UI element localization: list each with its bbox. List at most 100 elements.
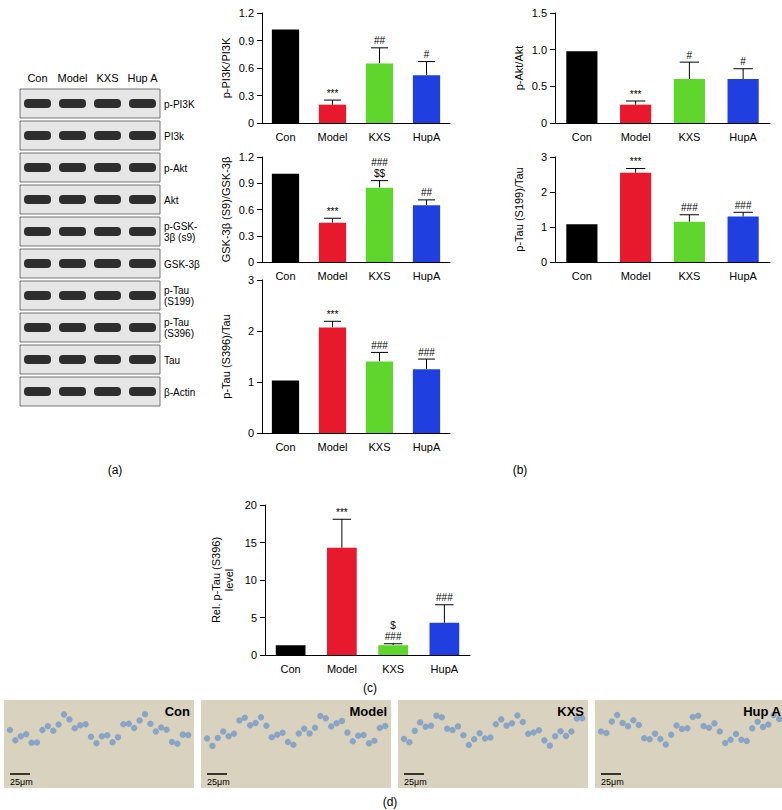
svg-text:KXS: KXS — [557, 704, 584, 719]
svg-text:***: *** — [327, 309, 339, 320]
svg-text:0: 0 — [541, 117, 547, 129]
svg-text:(b): (b) — [513, 463, 528, 477]
svg-text:3β (s9): 3β (s9) — [164, 232, 195, 243]
svg-text:HupA: HupA — [413, 270, 441, 282]
svg-text:3: 3 — [248, 274, 254, 286]
svg-text:0.3: 0.3 — [239, 90, 254, 102]
svg-text:(c): (c) — [363, 681, 377, 695]
svg-text:KXS: KXS — [678, 270, 700, 282]
svg-text:GSK-3β (S9)/GSK-3β: GSK-3β (S9)/GSK-3β — [220, 157, 232, 263]
svg-text:#: # — [740, 56, 746, 67]
svg-text:###: ### — [371, 340, 388, 351]
svg-text:***: *** — [336, 507, 348, 518]
svg-text:Con: Con — [27, 72, 47, 84]
svg-text:p-Tau (S396)/Tau: p-Tau (S396)/Tau — [220, 314, 232, 398]
svg-text:1.2: 1.2 — [239, 7, 254, 19]
svg-text:Model: Model — [58, 72, 88, 84]
svg-text:Con: Con — [281, 663, 301, 675]
svg-text:Model: Model — [327, 663, 357, 675]
svg-text:##: ## — [374, 35, 386, 46]
svg-text:β-Actin: β-Actin — [164, 387, 195, 398]
svg-text:p-Tau: p-Tau — [164, 317, 189, 328]
svg-text:HupA: HupA — [413, 441, 441, 453]
svg-text:25μm: 25μm — [601, 777, 624, 787]
svg-text:Akt: Akt — [164, 195, 179, 206]
svg-text:Con: Con — [572, 270, 592, 282]
svg-text:HupA: HupA — [729, 270, 757, 282]
svg-text:HupA: HupA — [431, 663, 459, 675]
svg-text:Hup A: Hup A — [128, 72, 159, 84]
svg-text:***: *** — [327, 206, 339, 217]
svg-text:KXS: KXS — [368, 131, 390, 143]
svg-text:0: 0 — [248, 117, 254, 129]
svg-text:5: 5 — [251, 612, 257, 624]
svg-text:0.9: 0.9 — [239, 35, 254, 47]
svg-text:Con: Con — [275, 270, 295, 282]
svg-text:Model: Model — [621, 131, 651, 143]
svg-text:Rel. p-Tau (S396): Rel. p-Tau (S396) — [210, 537, 222, 623]
svg-text:1.0: 1.0 — [532, 44, 547, 56]
svg-text:KXS: KXS — [368, 270, 390, 282]
svg-text:###: ### — [371, 157, 388, 168]
svg-text:$$: $$ — [374, 168, 386, 179]
svg-text:0: 0 — [251, 649, 257, 661]
svg-text:#: # — [424, 49, 430, 60]
svg-text:(a): (a) — [108, 463, 123, 477]
svg-text:p-PI3K: p-PI3K — [164, 99, 195, 110]
svg-text:0.3: 0.3 — [239, 230, 254, 242]
svg-text:level: level — [223, 569, 235, 592]
svg-text:15: 15 — [245, 537, 257, 549]
svg-text:###: ### — [735, 200, 752, 211]
svg-text:HupA: HupA — [729, 131, 757, 143]
svg-text:p-Tau: p-Tau — [164, 285, 189, 296]
svg-text:p-Akt: p-Akt — [164, 163, 188, 174]
svg-text:(S396): (S396) — [164, 328, 194, 339]
svg-text:3: 3 — [541, 151, 547, 163]
svg-text:KXS: KXS — [678, 131, 700, 143]
svg-text:p-PI3K/PI3K: p-PI3K/PI3K — [220, 37, 232, 98]
svg-text:25μm: 25μm — [10, 777, 33, 787]
svg-text:p-GSK-: p-GSK- — [164, 221, 197, 232]
svg-text:KXS: KXS — [368, 441, 390, 453]
svg-text:p-Akt/Akt: p-Akt/Akt — [513, 46, 525, 91]
svg-text:$: $ — [390, 620, 396, 631]
svg-text:0.6: 0.6 — [239, 62, 254, 74]
svg-text:0.6: 0.6 — [239, 204, 254, 216]
svg-text:1.5: 1.5 — [532, 7, 547, 19]
svg-text:(d): (d) — [383, 795, 398, 809]
svg-text:Con: Con — [572, 131, 592, 143]
svg-text:1.2: 1.2 — [239, 151, 254, 163]
svg-text:***: *** — [327, 88, 339, 99]
svg-text:***: *** — [630, 156, 642, 167]
svg-text:Model: Model — [349, 704, 387, 719]
svg-text:###: ### — [436, 592, 453, 603]
svg-text:Hup A: Hup A — [743, 704, 781, 719]
svg-text:Con: Con — [275, 131, 295, 143]
svg-text:KXS: KXS — [96, 72, 118, 84]
svg-text:##: ## — [421, 187, 433, 198]
svg-text:***: *** — [630, 89, 642, 100]
svg-text:20: 20 — [245, 499, 257, 511]
svg-text:0: 0 — [541, 256, 547, 268]
svg-text:###: ### — [385, 631, 402, 642]
svg-text:Con: Con — [165, 704, 190, 719]
svg-text:25μm: 25μm — [207, 777, 230, 787]
svg-text:(S199): (S199) — [164, 296, 194, 307]
svg-text:25μm: 25μm — [404, 777, 427, 787]
svg-text:0.9: 0.9 — [239, 177, 254, 189]
svg-text:1: 1 — [541, 221, 547, 233]
svg-text:2: 2 — [541, 186, 547, 198]
svg-text:Model: Model — [318, 131, 348, 143]
svg-text:Con: Con — [275, 441, 295, 453]
svg-text:#: # — [687, 50, 693, 61]
svg-text:2: 2 — [248, 325, 254, 337]
svg-text:KXS: KXS — [382, 663, 404, 675]
svg-text:Model: Model — [318, 270, 348, 282]
svg-text:HupA: HupA — [413, 131, 441, 143]
svg-text:Tau: Tau — [164, 355, 180, 366]
svg-text:10: 10 — [245, 574, 257, 586]
svg-text:0.5: 0.5 — [532, 80, 547, 92]
svg-text:Model: Model — [621, 270, 651, 282]
svg-text:0: 0 — [248, 427, 254, 439]
svg-text:PI3k: PI3k — [164, 131, 185, 142]
